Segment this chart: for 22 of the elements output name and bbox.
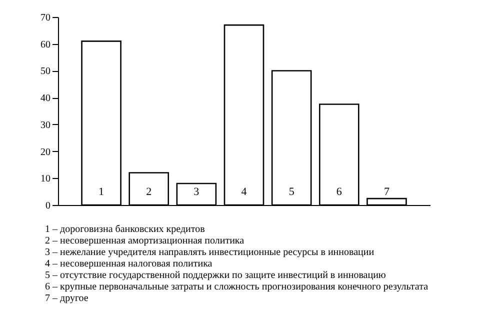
text: 3 – нежелание учредителя направлять инвестиционные ресурсы в инновации bbox=[45, 247, 375, 258]
y-tick-label: 20 bbox=[40, 146, 50, 158]
text: 2 – несовершенная амортизационная политика bbox=[45, 236, 245, 246]
x-tick-label: 2 bbox=[146, 186, 152, 198]
text: 7 – другое bbox=[45, 293, 89, 304]
y-tick-label: 70 bbox=[40, 12, 50, 24]
text: 6 – крупные первоначальные затраты и сложность прогнозирования конечного результата bbox=[45, 282, 429, 292]
y-tick-label: 60 bbox=[40, 39, 50, 50]
text: 5 – отсутствие государственной поддержки по защите инвестиций в инновацию bbox=[45, 270, 386, 281]
x-tick-label: 5 bbox=[288, 186, 295, 198]
y-tick-label: 0 bbox=[46, 200, 50, 212]
x-tick-label: 6 bbox=[336, 186, 342, 198]
x-tick-label: 1 bbox=[98, 186, 104, 198]
text: 1 – дороговизна банковских кредитов bbox=[45, 224, 206, 235]
x-tick-label: 3 bbox=[194, 186, 200, 198]
y-tick-label: 10 bbox=[40, 174, 50, 185]
y-tick-label: 50 bbox=[40, 66, 50, 78]
text: 4 – несовершенная налоговая политика bbox=[45, 258, 213, 270]
x-tick-label: 7 bbox=[384, 186, 390, 198]
y-tick-label: 30 bbox=[40, 120, 50, 131]
x-tick-label: 4 bbox=[241, 186, 248, 198]
y-tick-label: 40 bbox=[40, 93, 50, 104]
